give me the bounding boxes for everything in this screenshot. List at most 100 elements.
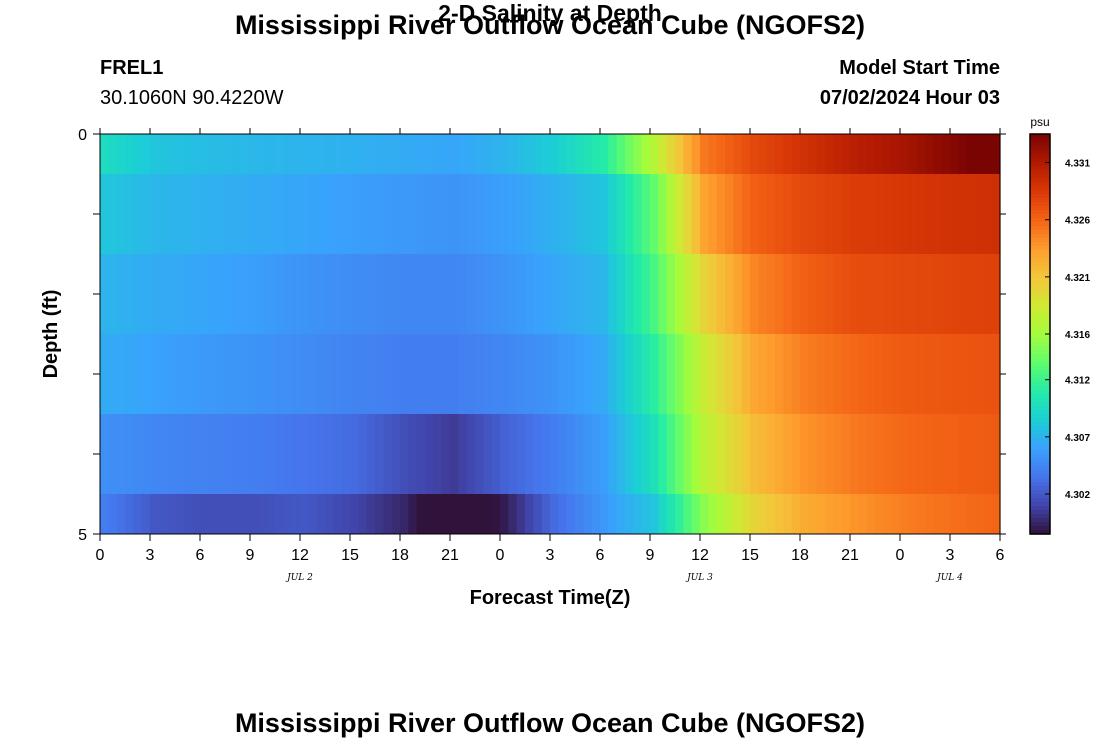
heatmap-cell — [750, 254, 759, 335]
heatmap-cell — [500, 494, 509, 535]
heatmap-cell — [191, 334, 201, 415]
colorbar-segment — [1030, 450, 1050, 455]
heatmap-cell — [833, 414, 843, 495]
heatmap-cell — [216, 414, 226, 495]
x-tick-label: 3 — [146, 547, 155, 564]
heatmap-cell — [933, 334, 943, 415]
heatmap-cell — [591, 334, 601, 415]
heatmap-cell — [308, 134, 318, 175]
colorbar-segment — [1030, 358, 1050, 363]
heatmap-cell — [441, 494, 451, 535]
x-tick-label: 12 — [291, 547, 309, 564]
colorbar-segment — [1030, 370, 1050, 375]
heatmap-cell — [941, 254, 951, 335]
heatmap-cell — [150, 134, 159, 175]
colorbar-segment — [1030, 194, 1050, 199]
heatmap-cell — [950, 414, 959, 495]
heatmap-cell — [175, 414, 184, 495]
heatmap-cell — [333, 334, 343, 415]
heatmap-cell — [441, 414, 451, 495]
heatmap-cell — [966, 494, 976, 535]
heatmap-cell — [358, 134, 368, 175]
heatmap-cell — [150, 174, 159, 255]
colorbar-segment — [1030, 266, 1050, 271]
heatmap-cell — [708, 414, 718, 495]
heatmap-cell — [391, 254, 401, 335]
heatmap-cell — [458, 254, 468, 335]
heatmap-cell — [166, 134, 176, 175]
heatmap-cell — [508, 254, 518, 335]
heatmap-cell — [816, 254, 826, 335]
colorbar-segment — [1030, 530, 1050, 535]
heatmap-cell — [958, 254, 968, 335]
heatmap-cell — [483, 134, 493, 175]
heatmap-cell — [466, 254, 476, 335]
heatmap-cell — [483, 334, 493, 415]
heatmap-cell — [166, 254, 176, 335]
heatmap-cell — [375, 134, 384, 175]
heatmap-cell — [991, 134, 1001, 175]
heatmap-cell — [816, 414, 826, 495]
heatmap-cell — [458, 414, 468, 495]
heatmap-cell — [291, 414, 301, 495]
heatmap-cell — [400, 174, 409, 255]
heatmap-cell — [191, 134, 201, 175]
page-title-repeat: Mississippi River Outflow Ocean Cube (NG… — [234, 708, 866, 738]
heatmap-cell — [191, 174, 201, 255]
heatmap-cell — [683, 174, 693, 255]
heatmap-cell — [958, 414, 968, 495]
colorbar-segment — [1030, 406, 1050, 411]
heatmap-cell — [283, 414, 293, 495]
heatmap-cell — [741, 494, 751, 535]
heatmap-cell — [750, 134, 759, 175]
heatmap-cell — [608, 414, 618, 495]
heatmap-cell — [408, 414, 418, 495]
heatmap-cell — [775, 134, 784, 175]
heatmap-cell — [658, 334, 668, 415]
heatmap-cell — [100, 174, 109, 255]
heatmap-cell — [950, 134, 959, 175]
heatmap-cell — [500, 334, 509, 415]
colorbar-segment — [1030, 434, 1050, 439]
heatmap-cell — [433, 414, 443, 495]
heatmap-cell — [375, 494, 384, 535]
colorbar-segment — [1030, 154, 1050, 159]
heatmap-cell — [433, 494, 443, 535]
heatmap-cell — [883, 174, 893, 255]
y-axis-label: Depth (ft) — [40, 290, 62, 379]
heatmap-cell — [766, 334, 776, 415]
heatmap-cell — [358, 334, 368, 415]
heatmap-cell — [250, 334, 259, 415]
heatmap-cell — [591, 494, 601, 535]
heatmap-cell — [675, 494, 684, 535]
heatmap-cell — [658, 414, 668, 495]
heatmap-cell — [683, 494, 693, 535]
colorbar-segment — [1030, 378, 1050, 383]
heatmap-cell — [283, 174, 293, 255]
heatmap-cell — [100, 494, 109, 535]
heatmap-cell — [500, 134, 509, 175]
heatmap-cell — [750, 494, 759, 535]
heatmap-cell — [816, 494, 826, 535]
heatmap-cell — [108, 494, 118, 535]
heatmap-cell — [425, 254, 434, 335]
heatmap-cell — [108, 254, 118, 335]
heatmap-cell — [291, 174, 301, 255]
heatmap-cell — [366, 134, 376, 175]
heatmap-cell — [325, 494, 334, 535]
colorbar-segment — [1030, 202, 1050, 207]
heatmap-cell — [508, 174, 518, 255]
colorbar-segment — [1030, 242, 1050, 247]
heatmap-cell — [691, 414, 701, 495]
heatmap-cell — [433, 134, 443, 175]
heatmap-cell — [375, 334, 384, 415]
heatmap-cell — [866, 134, 876, 175]
heatmap-cell — [716, 334, 726, 415]
heatmap-cell — [716, 134, 726, 175]
x-tick-label: 15 — [741, 547, 759, 564]
heatmap-cell — [600, 414, 609, 495]
heatmap-cell — [800, 254, 809, 335]
heatmap-cell — [358, 174, 368, 255]
heatmap-cell — [283, 134, 293, 175]
heatmap-cell — [600, 254, 609, 335]
